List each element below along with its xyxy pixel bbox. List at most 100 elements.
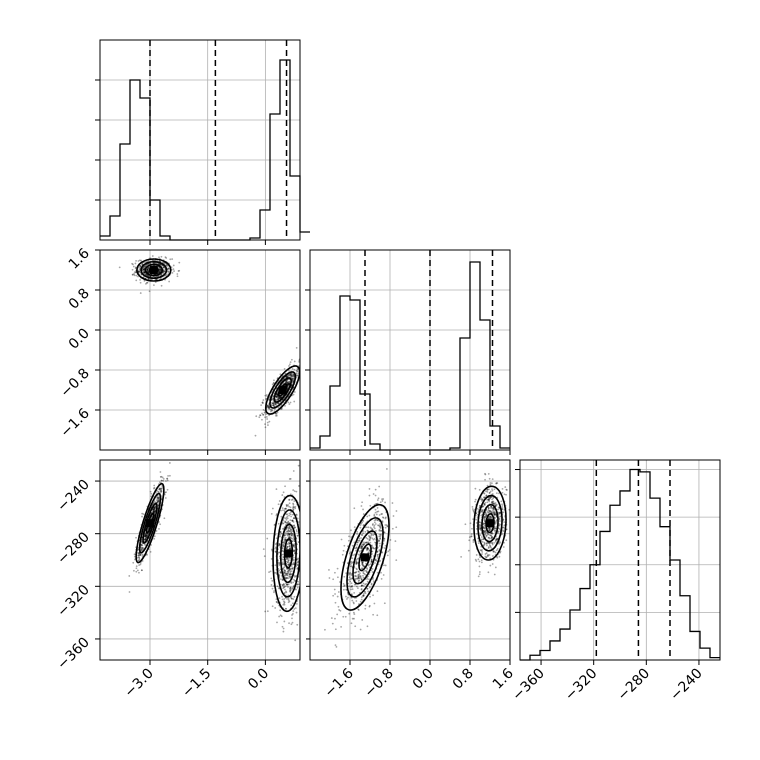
scatter-point — [283, 540, 286, 543]
scatter-point — [162, 270, 165, 272]
contour-p2_vs_p1-0-2 — [352, 530, 378, 585]
scatter-point — [146, 535, 149, 538]
scatter-point — [379, 524, 382, 527]
hist-0-bin-18 — [280, 60, 290, 240]
scatter-point — [286, 557, 288, 560]
scatter-point — [294, 505, 297, 508]
scatter-point — [495, 527, 497, 530]
scatter-point — [143, 268, 145, 270]
scatter-point — [490, 547, 493, 550]
scatter-point — [296, 583, 299, 586]
scatter-point — [292, 545, 295, 548]
scatter-point — [287, 374, 290, 377]
scatter-point — [279, 396, 282, 399]
scatter-point — [292, 489, 295, 491]
scatter-point — [133, 553, 136, 556]
scatter-point — [360, 578, 363, 580]
scatter-point — [368, 514, 371, 517]
scatter-point — [363, 543, 365, 546]
scatter-point — [495, 492, 498, 495]
scatter-point — [365, 567, 368, 569]
scatter-point — [292, 379, 294, 382]
scatter-point — [270, 548, 273, 551]
scatter-point — [285, 507, 288, 510]
scatter-point — [351, 562, 353, 564]
scatter-point — [487, 547, 490, 549]
scatter-point — [141, 263, 144, 266]
scatter-point — [366, 548, 369, 550]
scatter-point — [289, 577, 292, 579]
scatter-point — [284, 571, 287, 574]
x-tick-label-2-0: −360 — [509, 666, 548, 705]
scatter-point — [285, 503, 288, 506]
scatter-point — [291, 367, 294, 370]
hist-2-bin-9 — [610, 505, 620, 660]
scatter-point — [279, 614, 282, 617]
scatter-point — [370, 561, 373, 564]
scatter-point — [356, 557, 359, 560]
scatter-point — [480, 536, 483, 538]
scatter-point — [286, 546, 289, 549]
scatter-point — [278, 551, 280, 554]
scatter-point — [495, 521, 498, 523]
scatter-point — [362, 570, 365, 573]
scatter-point — [361, 521, 364, 524]
scatter-point — [144, 535, 147, 538]
scatter-point — [291, 519, 294, 522]
scatter-point — [476, 507, 479, 510]
scatter-point — [350, 585, 353, 588]
scatter-point — [292, 505, 295, 508]
histogram-panel-1 — [305, 249, 511, 451]
scatter-point — [363, 543, 366, 545]
scatter-point — [287, 528, 290, 530]
scatter-point — [158, 256, 160, 259]
scatter-point — [494, 566, 497, 569]
scatter-point — [159, 269, 162, 272]
scatter-point — [293, 608, 296, 610]
scatter-point — [362, 520, 364, 522]
scatter-point — [468, 539, 471, 542]
scatter-point — [362, 582, 365, 585]
scatter-point — [362, 594, 365, 597]
scatter-point — [499, 520, 501, 522]
scatter-point — [156, 496, 159, 499]
scatter-point — [360, 584, 363, 587]
scatter-point — [331, 622, 334, 625]
scatter-point — [158, 487, 161, 490]
hist-2-bin-6 — [580, 589, 590, 660]
scatter-point — [301, 557, 303, 559]
scatter-point — [500, 500, 503, 503]
scatter-point — [486, 501, 489, 504]
scatter-point — [300, 565, 302, 567]
scatter-point — [361, 562, 364, 565]
scatter-point — [490, 505, 493, 508]
scatter-point — [289, 374, 292, 376]
scatter-point — [267, 424, 269, 426]
scatter-point — [128, 591, 131, 593]
scatter-point — [161, 476, 164, 479]
scatter-point — [296, 370, 298, 373]
scatter-point — [144, 265, 147, 267]
scatter-point — [357, 573, 360, 576]
scatter-point — [292, 581, 295, 584]
scatter-point — [369, 526, 372, 529]
scatter-point — [282, 543, 285, 546]
scatter-point — [485, 514, 488, 517]
scatter-point — [287, 543, 289, 545]
scatter-point — [284, 536, 287, 539]
scatter-point — [289, 544, 291, 547]
scatter-point — [274, 550, 277, 553]
scatter-point — [284, 521, 286, 523]
scatter-point — [281, 584, 284, 587]
scatter-point — [288, 380, 290, 383]
scatter-point — [367, 526, 370, 529]
scatter-point — [496, 538, 498, 541]
scatter-point — [379, 501, 382, 504]
hist-2-bin-4 — [560, 629, 570, 660]
hist-1-frame — [309, 249, 511, 451]
scatter-point — [488, 554, 491, 556]
scatter-point — [279, 397, 281, 400]
scatter-point — [345, 595, 347, 598]
scatter-point — [504, 486, 507, 488]
scatter-point — [484, 553, 487, 555]
